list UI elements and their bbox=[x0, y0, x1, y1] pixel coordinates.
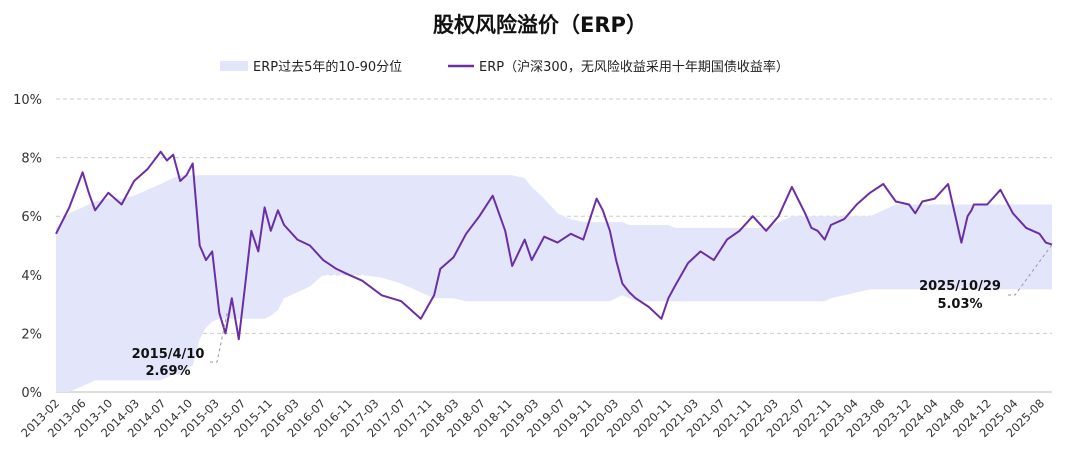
legend-line-label: ERP（沪深300，无风险收益采用十年期国债收益率） bbox=[479, 59, 789, 75]
x-axis: 2013-022013-062013-102014-032014-072014-… bbox=[18, 396, 1047, 440]
annotations: 2015/4/10 2.69% 2025/10/29 5.03% bbox=[132, 244, 1053, 379]
chart-title: 股权风险溢价（ERP） bbox=[433, 13, 647, 37]
legend-band-label: ERP过去5年的10-90分位 bbox=[253, 59, 402, 75]
percentile-band bbox=[56, 175, 1052, 392]
y-tick-label: 8% bbox=[21, 152, 42, 167]
annotation-value: 2.69% bbox=[145, 364, 190, 379]
y-tick-label: 2% bbox=[21, 327, 42, 342]
annotation-date: 2025/10/29 bbox=[919, 279, 1001, 294]
y-tick-label: 4% bbox=[21, 269, 42, 284]
annotation-leader bbox=[1008, 244, 1053, 296]
annotation-leader bbox=[210, 313, 228, 363]
y-tick-label: 6% bbox=[21, 210, 42, 225]
erp-line-layer bbox=[55, 150, 1053, 341]
y-axis: 0% 2% 4% 6% 8% 10% bbox=[13, 93, 42, 401]
legend-band-swatch bbox=[220, 61, 248, 71]
erp-line bbox=[55, 150, 1053, 341]
legend: ERP过去5年的10-90分位 ERP（沪深300，无风险收益采用十年期国债收益… bbox=[220, 59, 789, 75]
y-tick-label: 0% bbox=[21, 386, 42, 401]
y-tick-label: 10% bbox=[13, 93, 42, 108]
annotation-date: 2015/4/10 bbox=[132, 347, 205, 362]
band-10-90-area bbox=[56, 175, 1052, 392]
annotation-value: 5.03% bbox=[937, 297, 982, 312]
